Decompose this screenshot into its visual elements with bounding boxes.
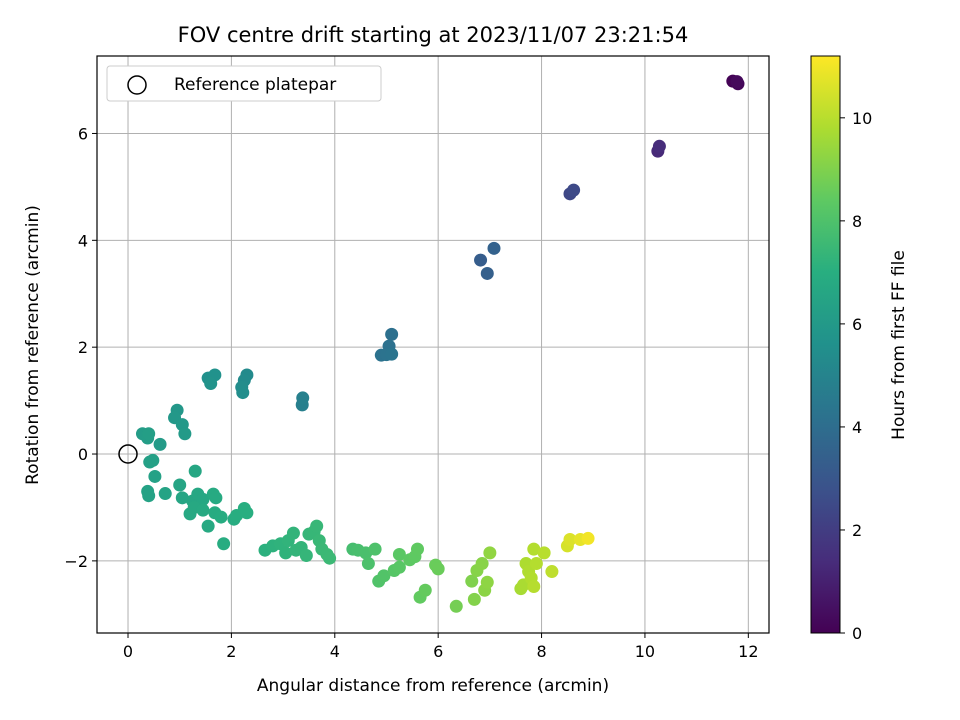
colorbar-ticks: 0 2 4 6 8 10 (840, 109, 872, 643)
data-point (204, 377, 218, 391)
data-point (323, 551, 337, 565)
x-tick-label: 4 (330, 642, 340, 661)
y-axis-label: Rotation from reference (arcmin) (23, 205, 43, 485)
data-point (286, 526, 300, 540)
data-point (178, 427, 192, 441)
colorbar-tick-label: 8 (852, 212, 862, 231)
legend-label: Reference platepar (174, 75, 336, 95)
data-point (148, 469, 162, 483)
data-point (158, 487, 172, 501)
data-point (467, 592, 481, 606)
data-point (201, 519, 215, 533)
y-tick-label: 4 (78, 231, 88, 250)
data-point (296, 391, 310, 405)
x-tick-label: 12 (738, 642, 758, 661)
data-point (299, 549, 313, 563)
data-point (377, 569, 391, 583)
data-points (135, 74, 745, 613)
legend-box (106, 65, 382, 102)
data-point (142, 427, 156, 441)
data-point (214, 510, 228, 524)
data-point (392, 547, 406, 561)
x-tick-label: 2 (226, 642, 236, 661)
y-tick-label: −2 (64, 552, 88, 571)
data-point (196, 492, 210, 506)
colorbar-tick-label: 2 (852, 521, 862, 540)
data-point (527, 542, 541, 556)
grid (97, 56, 769, 633)
colorbar-tick-label: 6 (852, 315, 862, 334)
data-point (652, 139, 666, 153)
data-point (175, 491, 189, 505)
data-point (153, 437, 167, 451)
colorbar-tick-label: 10 (852, 109, 872, 128)
data-point (465, 574, 479, 588)
data-point (418, 583, 432, 597)
colorbar-label: Hours from first FF file (889, 250, 909, 440)
data-point (474, 253, 488, 267)
data-point (730, 75, 744, 89)
data-point (146, 453, 160, 467)
data-point (431, 562, 445, 576)
data-point (545, 565, 559, 579)
colorbar: 0 2 4 6 8 10 Hours from first FF file (810, 55, 909, 643)
data-point (142, 489, 156, 503)
data-point (527, 580, 541, 594)
legend-marker (127, 75, 147, 95)
y-tick-label: 2 (78, 338, 88, 357)
data-point (217, 537, 231, 551)
data-point (209, 491, 223, 505)
data-point (240, 506, 254, 520)
data-point (173, 478, 187, 492)
y-axis-ticks: −2 0 2 4 6 (64, 124, 97, 571)
data-point (449, 599, 463, 613)
y-tick-label: 0 (78, 445, 88, 464)
x-tick-label: 6 (433, 642, 443, 661)
colorbar-tick-label: 0 (852, 624, 862, 643)
data-point (563, 533, 577, 547)
x-tick-label: 0 (123, 642, 133, 661)
legend: Reference platepar (106, 65, 382, 102)
x-tick-label: 10 (635, 642, 655, 661)
data-point (567, 183, 581, 197)
data-point (188, 464, 202, 478)
x-axis-ticks: 0 2 4 6 8 10 12 (123, 633, 759, 661)
data-point (475, 557, 489, 571)
data-point (537, 546, 551, 560)
data-point (361, 557, 375, 571)
data-point (487, 241, 501, 255)
data-point (529, 557, 543, 571)
x-axis-label: Angular distance from reference (arcmin) (257, 676, 609, 696)
y-tick-label: 6 (78, 124, 88, 143)
data-point (279, 546, 293, 560)
plot-frame (96, 55, 770, 634)
data-point (196, 503, 210, 517)
data-point (310, 519, 324, 533)
data-point (410, 542, 424, 556)
data-point (483, 546, 497, 560)
data-point (581, 531, 595, 545)
colorbar-tick-label: 4 (852, 418, 862, 437)
data-point (480, 266, 494, 280)
data-point (385, 327, 399, 341)
chart-title: FOV centre drift starting at 2023/11/07 … (178, 23, 689, 47)
reference-platepar-marker (118, 444, 138, 464)
data-point (480, 575, 494, 589)
x-tick-label: 8 (536, 642, 546, 661)
colorbar-gradient (810, 55, 841, 634)
data-point (368, 542, 382, 556)
data-point (392, 560, 406, 574)
data-point (385, 347, 399, 361)
data-point (236, 386, 250, 400)
